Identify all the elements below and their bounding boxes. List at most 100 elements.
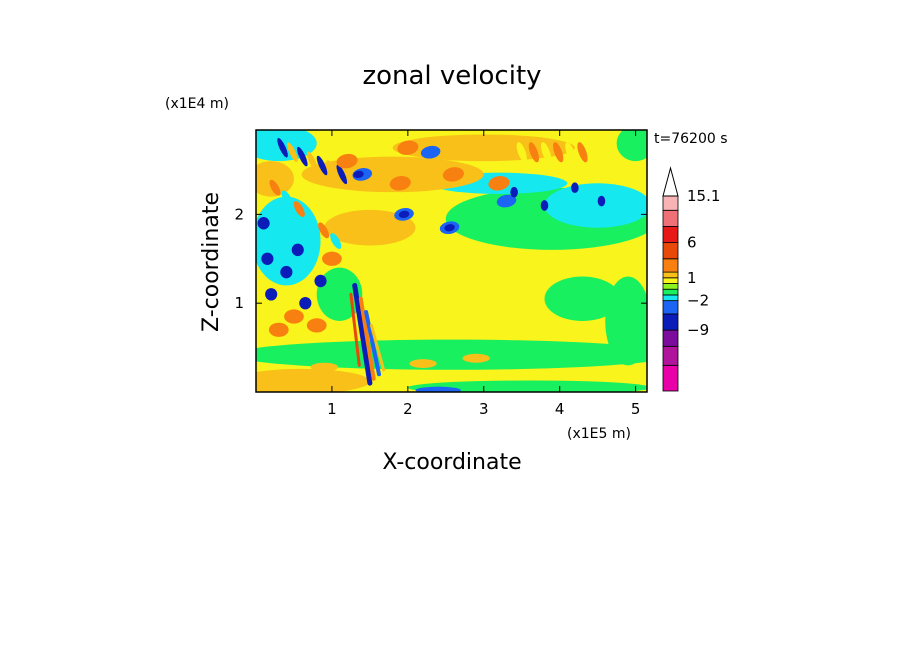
- field-region: [544, 183, 647, 228]
- colorbar-swatch: [662, 288, 679, 296]
- field-cell: [336, 164, 348, 185]
- colorbar-label: −2: [687, 292, 709, 310]
- field-cell: [297, 146, 308, 167]
- field-cell: [353, 170, 364, 179]
- field-cell: [528, 142, 539, 163]
- field-cell: [280, 265, 293, 279]
- field-region: [316, 267, 363, 321]
- field-cell: [314, 274, 327, 288]
- field-cell: [336, 153, 358, 169]
- field-cell: [318, 222, 330, 239]
- field-cell: [293, 201, 305, 217]
- colorbar-swatch: [662, 195, 679, 211]
- colorbar-label: 6: [687, 234, 697, 252]
- field-cell: [398, 210, 410, 218]
- field-cell: [516, 142, 527, 163]
- field-cell: [397, 140, 419, 155]
- x-tick-label: 4: [555, 400, 565, 418]
- y-axis-title: Z-coordinate: [199, 192, 224, 332]
- field-cell: [305, 211, 317, 228]
- field-cell: [269, 179, 281, 196]
- colorbar-swatch: [662, 277, 679, 284]
- field-region: [407, 380, 647, 392]
- field-cell: [444, 224, 455, 232]
- colorbar-swatch: [662, 345, 679, 366]
- field-streak: [364, 310, 381, 377]
- colorbar-swatch: [662, 313, 679, 331]
- field-region: [256, 339, 647, 370]
- colorbar-swatch: [662, 283, 679, 290]
- colorbar-label: 15.1: [687, 187, 720, 205]
- chart-title: zonal velocity: [362, 61, 541, 91]
- field-cell: [265, 288, 278, 301]
- field-region: [544, 276, 621, 321]
- field-cell: [310, 362, 338, 372]
- field-cell: [409, 359, 437, 369]
- field-cell: [306, 151, 318, 171]
- field-cell: [291, 243, 304, 257]
- field-region: [324, 209, 416, 246]
- x-units-label: (x1E5 m): [567, 426, 631, 442]
- colorbar: 15.1 6 1 −2 −9: [662, 166, 720, 392]
- colorbar-cap: [662, 166, 679, 197]
- colorbar-label: −9: [687, 321, 709, 339]
- colorbar-swatch: [662, 226, 679, 244]
- y-units-label: (x1E4 m): [165, 96, 229, 112]
- x-tick-label: 3: [479, 400, 489, 418]
- x-axis: 1 2 3 4 5: [327, 130, 640, 418]
- field-cell: [540, 200, 549, 211]
- field-region: [256, 196, 321, 286]
- field-cell: [281, 190, 293, 207]
- colorbar-swatch: [662, 294, 679, 302]
- plot-frame: [255, 129, 648, 393]
- colorbar-swatch: [662, 258, 679, 273]
- x-tick-label: 2: [403, 400, 413, 418]
- field-cell: [287, 142, 298, 162]
- field-streak: [352, 282, 373, 386]
- field-cell: [420, 145, 441, 159]
- colorbar-swatch: [662, 300, 679, 315]
- y-axis: 12: [234, 205, 647, 312]
- y-tick-label: 1: [234, 294, 244, 312]
- field-region: [605, 276, 647, 366]
- field-cell: [261, 252, 274, 265]
- colorbar-label: 1: [687, 269, 697, 287]
- field-cell: [326, 160, 338, 180]
- field-cell: [553, 142, 564, 163]
- field-cell: [488, 176, 510, 191]
- field-cell: [510, 186, 518, 198]
- velocity-field: [256, 130, 647, 392]
- field-cell: [330, 233, 342, 249]
- field-cell: [415, 386, 461, 392]
- colorbar-swatch: [662, 364, 679, 392]
- x-axis-title: X-coordinate: [382, 450, 521, 475]
- field-cell: [299, 296, 312, 310]
- colorbar-swatch: [662, 271, 679, 279]
- field-cell: [316, 155, 328, 176]
- x-tick-label: 1: [327, 400, 337, 418]
- field-cell: [540, 142, 552, 163]
- field-cell: [268, 322, 289, 337]
- y-tick-label: 2: [234, 205, 244, 223]
- field-cell: [571, 182, 579, 194]
- x-tick-label: 5: [631, 400, 641, 418]
- field-cell: [322, 251, 342, 266]
- colorbar-swatch: [662, 329, 679, 347]
- field-cell: [577, 142, 588, 163]
- field-region: [256, 368, 370, 392]
- field-streak: [349, 292, 361, 367]
- field-cell: [277, 138, 288, 158]
- field-cell: [462, 353, 490, 363]
- field-streak: [358, 296, 376, 381]
- colorbar-swatch: [662, 209, 679, 227]
- field-cell: [389, 176, 411, 191]
- time-label: t=76200 s: [654, 131, 728, 147]
- field-region: [256, 161, 294, 197]
- colorbar-swatch: [662, 242, 679, 260]
- field-cell: [496, 194, 517, 208]
- field-cell: [442, 167, 464, 182]
- field-streak: [369, 323, 386, 372]
- field-cell: [306, 318, 327, 333]
- field-cell: [257, 217, 270, 230]
